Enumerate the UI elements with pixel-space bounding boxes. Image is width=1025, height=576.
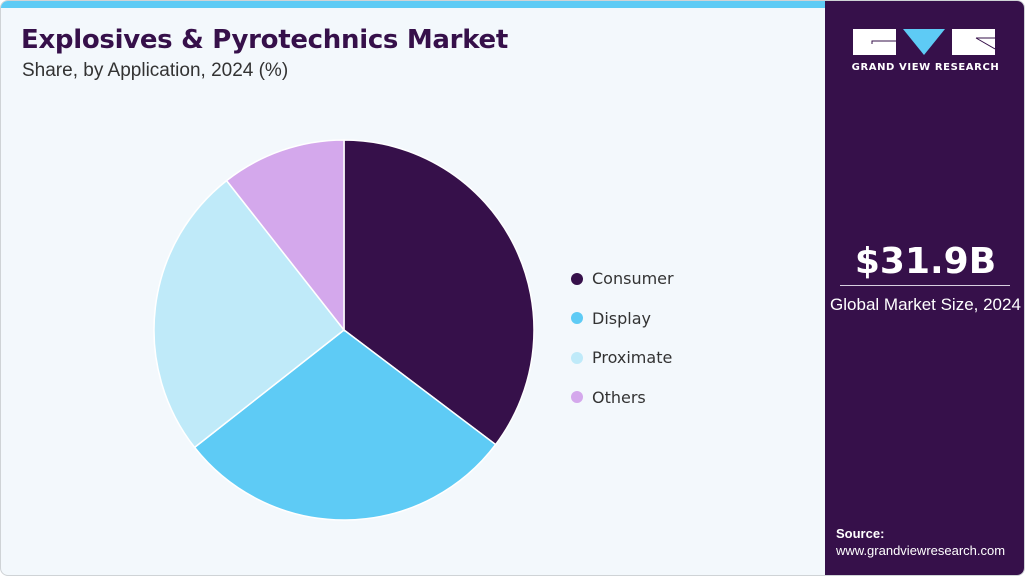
pie-slice-proximate — [153, 179, 346, 449]
chart-subtitle: Share, by Application, 2024 (%) — [22, 60, 289, 81]
legend-item-display: Display — [571, 299, 674, 339]
gvr-logo-icon — [853, 29, 995, 55]
source-label: Source: — [836, 526, 885, 541]
brand-name: GRAND VIEW RESEARCH — [851, 62, 1000, 73]
pie-chart — [149, 135, 539, 525]
legend-dot-icon — [571, 391, 583, 404]
legend: Consumer Display Proximate Others — [571, 259, 674, 417]
legend-item-consumer: Consumer — [571, 259, 674, 299]
market-size-value: $31.9B — [854, 241, 997, 282]
divider — [840, 285, 1010, 286]
source-link[interactable]: www.grandviewresearch.com — [836, 543, 1006, 558]
pie-slice-others — [225, 139, 345, 333]
legend-item-proximate: Proximate — [571, 338, 674, 378]
legend-dot-icon — [571, 312, 583, 325]
accent-bar — [1, 1, 825, 8]
chart-title: Explosives & Pyrotechnics Market — [21, 25, 508, 55]
legend-dot-icon — [571, 272, 583, 285]
sidebar-panel: GRAND VIEW RESEARCH $31.9B Global Market… — [825, 1, 1024, 575]
pie-slice-consumer — [343, 139, 535, 446]
market-size-label: Global Market Size, 2024 — [830, 295, 1021, 314]
legend-item-others: Others — [571, 378, 674, 418]
pie-slice-display — [193, 329, 497, 521]
legend-dot-icon — [571, 351, 583, 364]
